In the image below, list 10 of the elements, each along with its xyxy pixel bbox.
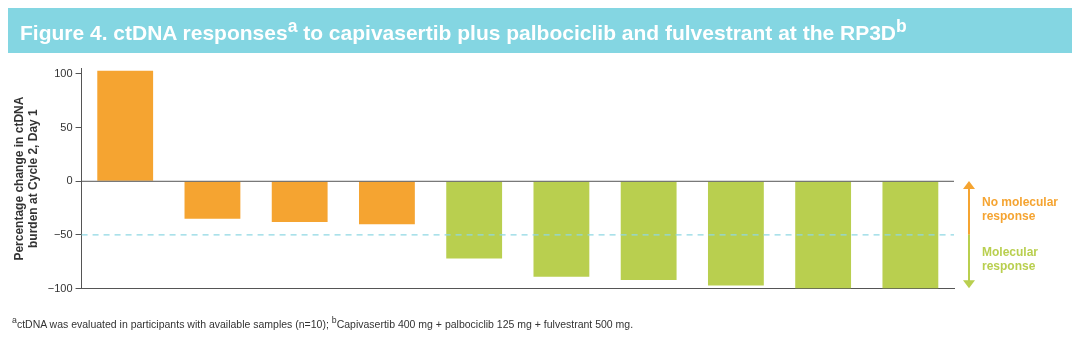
y-tick-label: 0 — [66, 174, 73, 187]
y-tick-label: 100 — [54, 67, 73, 79]
y-tick-label: 50 — [60, 120, 73, 133]
y-tick-label: −50 — [53, 227, 73, 240]
chart-title: Figure 4. ctDNA responses$^{a}$ to capivasertib plus palbociclib and fulvestrant at the RP3D$^{b}$ — [8, 8, 1072, 53]
text: Molecular response — [982, 244, 1039, 273]
text: No molecular response — [982, 195, 1060, 224]
text: $^{a}$ctDNA was evaluated in participants with available samples (n=10); $^{b}$Capivasertib 400 mg + palbociclib 125 mg + fulvestrant 500 mg. — [12, 315, 635, 330]
y-axis-title: Percentage change in ctDNA burden at Cycle 2, Day 1 — [11, 96, 40, 261]
y-tick-label: −100 — [47, 281, 73, 294]
